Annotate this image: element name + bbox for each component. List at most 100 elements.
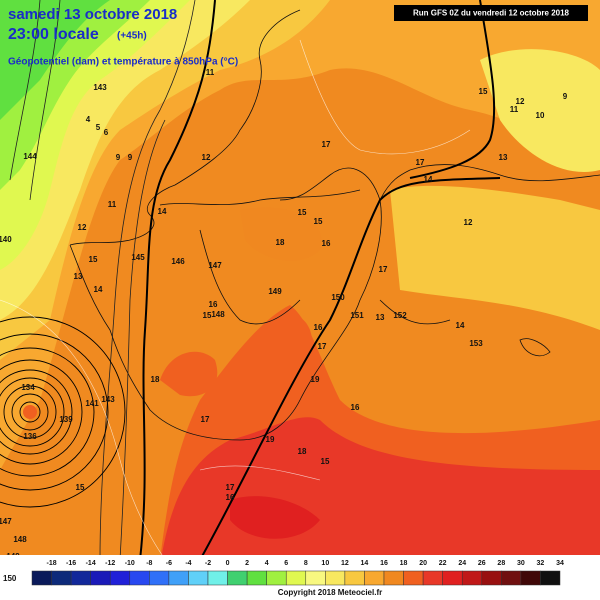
legend-tick-label: 16 [380, 560, 388, 567]
time: 23:00 locale [8, 26, 99, 43]
map-label: 14 [158, 207, 167, 216]
map-label: 147 [0, 517, 12, 526]
map-label: 19 [266, 435, 275, 444]
legend-tick-label: 34 [556, 560, 564, 567]
map-label: 151 [350, 311, 364, 320]
map-label: 149 [268, 287, 282, 296]
map-label: 152 [393, 311, 407, 320]
legend-tick-label: 12 [341, 560, 349, 567]
legend-swatch [70, 570, 91, 586]
legend-swatch [344, 570, 365, 586]
legend-tick-label: -14 [86, 560, 96, 567]
map-label: 15 [89, 255, 98, 264]
map-label: 12 [464, 218, 473, 227]
map-label: 16 [351, 403, 360, 412]
map-label: 148 [211, 310, 225, 319]
date: samedi 13 octobre 2018 [8, 6, 177, 23]
map-label: 147 [208, 261, 222, 270]
legend-tick-label: -2 [205, 560, 211, 567]
legend-swatch [540, 570, 561, 586]
map-label: 15 [321, 457, 330, 466]
map-label: 12 [78, 223, 87, 232]
legend-tick-label: 28 [497, 560, 505, 567]
map-label: 148 [13, 535, 27, 544]
map-label: 19 [311, 375, 320, 384]
map-label: 14 [424, 175, 433, 184]
map-label: 13 [499, 153, 508, 162]
legend-swatch [501, 570, 522, 586]
map-label: 13 [74, 272, 83, 281]
map-label: 4 [86, 115, 91, 124]
map-label: 15 [203, 311, 212, 320]
legend-swatch [149, 570, 170, 586]
map-label: 16 [226, 493, 235, 502]
map-label: 150 [331, 293, 345, 302]
map-label: 134 [21, 383, 35, 392]
map-label: 145 [131, 253, 145, 262]
map-label: 13 [376, 313, 385, 322]
legend-tick-label: -18 [46, 560, 56, 567]
legend-tick-label: 24 [458, 560, 466, 567]
legend-tick-label: -12 [105, 560, 115, 567]
legend-swatch [227, 570, 248, 586]
map-label: 17 [226, 483, 235, 492]
legend-tick-label: 18 [400, 560, 408, 567]
legend-swatch [383, 570, 404, 586]
legend-tick-label: -4 [185, 560, 191, 567]
legend-swatch [129, 570, 150, 586]
legend-swatch [168, 570, 189, 586]
legend-tick-label: 2 [245, 560, 249, 567]
legend-swatch [285, 570, 307, 586]
legend-swatch [188, 570, 209, 586]
legend-tick-label: 10 [321, 560, 329, 567]
legend-swatch [481, 570, 502, 586]
map-label: 10 [536, 111, 545, 120]
map-label: 16 [322, 239, 331, 248]
map-label: 9 [563, 92, 568, 101]
map-label: 16 [314, 323, 323, 332]
map-label: 12 [202, 153, 211, 162]
legend-swatch [90, 570, 111, 586]
map-label: 141 [85, 399, 99, 408]
legend-swatch [461, 570, 483, 586]
legend-swatch [31, 570, 52, 586]
legend-swatch [51, 570, 72, 586]
legend-tick-label: -10 [125, 560, 135, 567]
map-label: 14 [94, 285, 103, 294]
legend-corner: 150 [3, 574, 17, 583]
legend-tick-label: 22 [439, 560, 447, 567]
map-label: 144 [23, 152, 37, 161]
map-label: 9 [128, 153, 133, 162]
map-label: 11 [108, 200, 117, 209]
legend-tick-label: 8 [304, 560, 308, 567]
map-label: 18 [276, 238, 285, 247]
map-label: 140 [0, 235, 12, 244]
run-info: Run GFS 0Z du vendredi 12 octobre 2018 [413, 9, 570, 18]
map-label: 6 [104, 128, 109, 137]
map-label: 143 [101, 395, 115, 404]
legend-tick-label: 30 [517, 560, 525, 567]
copyright: Copyright 2018 Meteociel.fr [278, 588, 382, 597]
map-label: 18 [151, 375, 160, 384]
map-label: 9 [116, 153, 121, 162]
legend-swatch [442, 570, 463, 586]
map-label: 12 [516, 97, 525, 106]
legend-tick-label: 32 [537, 560, 545, 567]
map-label: 17 [322, 140, 331, 149]
map-label: 153 [469, 339, 483, 348]
map-label: 5 [96, 123, 101, 132]
map-label: 17 [379, 265, 388, 274]
legend-swatch [422, 570, 443, 586]
legend-swatch [305, 570, 326, 586]
legend-swatch [207, 570, 228, 586]
legend-swatch [246, 570, 267, 586]
map-label: 15 [76, 483, 85, 492]
legend-swatch [325, 570, 346, 586]
field-description: Géopotentiel (dam) et température à 850h… [8, 57, 238, 68]
legend-tick-label: -16 [66, 560, 76, 567]
map-label: 143 [93, 83, 107, 92]
legend: -18 -16 -14 -12 -10 -8 -6 -4 -2 0 2 4 6 8 10 12 14 16 18 20… [31, 560, 564, 586]
map-label: 15 [298, 208, 307, 217]
